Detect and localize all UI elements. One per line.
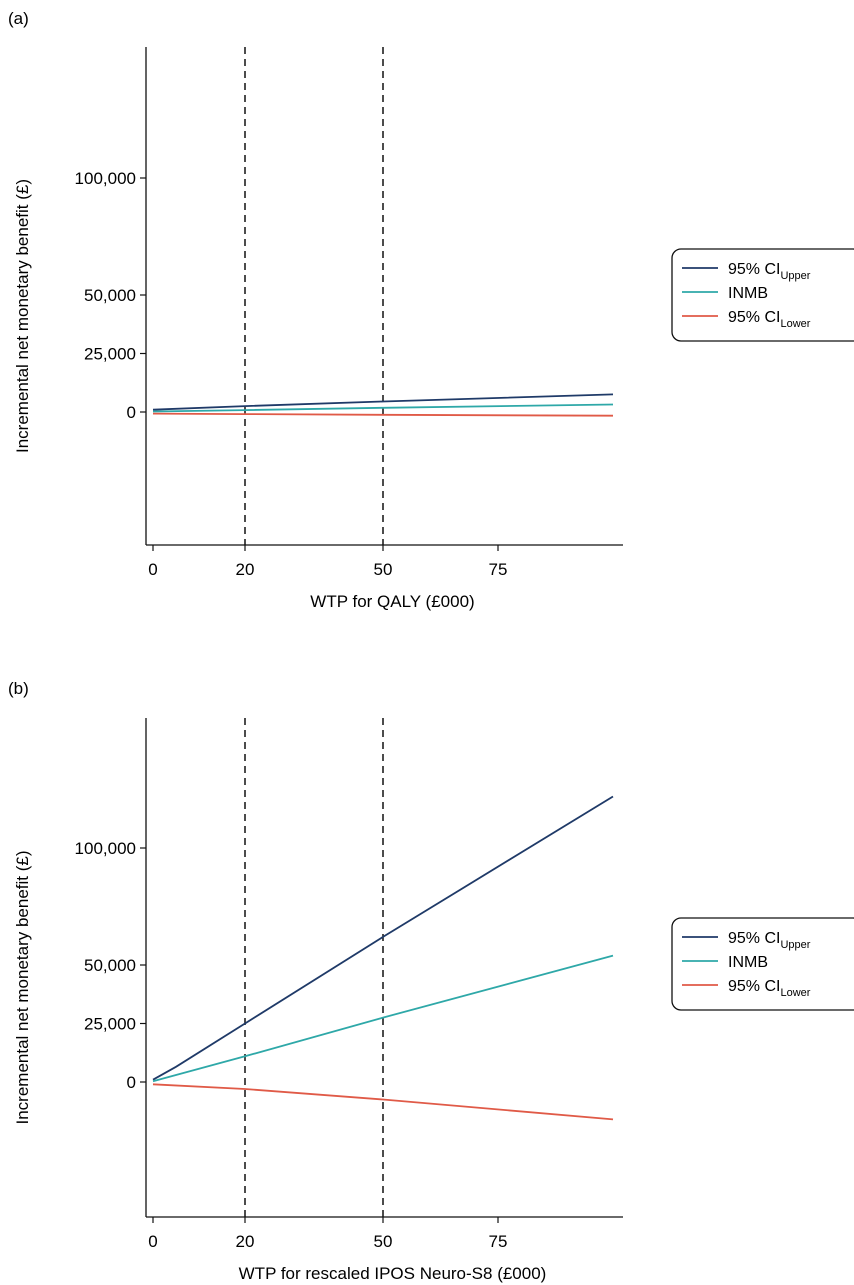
x-tick-label: 20: [236, 1232, 255, 1251]
legend-label-main: 95% CI: [728, 978, 780, 995]
legend-label: 95% CILower: [728, 978, 811, 999]
legend-label-subscript: Lower: [780, 987, 810, 999]
x-tick-label: 75: [489, 560, 508, 579]
x-tick-label: 50: [374, 560, 393, 579]
legend-label-main: INMB: [728, 285, 768, 302]
legend-label-main: 95% CI: [728, 261, 780, 278]
x-tick-label: 75: [489, 1232, 508, 1251]
legend-label-subscript: Upper: [780, 939, 810, 951]
y-axis-title: Incremental net monetary benefit (£): [13, 850, 32, 1124]
legend-label-subscript: Upper: [780, 270, 810, 282]
series-line-0: [152, 393, 614, 411]
chart-panel-0: (a) 0 25,000 50,000 100,000 0 20 50 75 WTP for QA…: [8, 9, 854, 611]
legend-box: [671, 248, 854, 342]
y-tick-label: 25,000: [84, 345, 136, 364]
y-tick-label: 100,000: [75, 839, 136, 858]
y-tick-label: 0: [127, 403, 136, 422]
x-axis-title: WTP for rescaled IPOS Neuro-S8 (£000): [239, 1264, 547, 1283]
panel-label: (a): [8, 9, 29, 28]
legend-label-main: INMB: [728, 954, 768, 971]
legend-label: 95% CIUpper: [728, 261, 811, 282]
y-axis-title: Incremental net monetary benefit (£): [13, 179, 32, 453]
legend-box: [671, 917, 854, 1011]
y-tick-label: 0: [127, 1073, 136, 1092]
legend-label: INMB: [728, 954, 768, 971]
legend-label-subscript: Lower: [780, 318, 810, 330]
series-line-2: [152, 1083, 614, 1121]
x-tick-label: 0: [148, 560, 157, 579]
series-line-1: [152, 403, 614, 413]
series-line-1: [152, 954, 614, 1083]
y-tick-label: 25,000: [84, 1015, 136, 1034]
x-axis-title: WTP for QALY (£000): [310, 592, 474, 611]
legend-label-main: 95% CI: [728, 309, 780, 326]
x-tick-label: 50: [374, 1232, 393, 1251]
panel-label: (b): [8, 679, 29, 698]
series-line-0: [152, 795, 614, 1081]
x-tick-label: 20: [236, 560, 255, 579]
x-tick-label: 0: [148, 1232, 157, 1251]
y-tick-label: 50,000: [84, 956, 136, 975]
legend-label: INMB: [728, 285, 768, 302]
legend-label: 95% CILower: [728, 309, 811, 330]
legend-label: 95% CIUpper: [728, 930, 811, 951]
legend-label-main: 95% CI: [728, 930, 780, 947]
chart-panel-1: (b) 0 25,000 50,000 100,000 0 20 50 75 WTP for re…: [8, 679, 854, 1283]
y-tick-label: 100,000: [75, 169, 136, 188]
y-tick-label: 50,000: [84, 286, 136, 305]
series-line-2: [152, 412, 614, 417]
